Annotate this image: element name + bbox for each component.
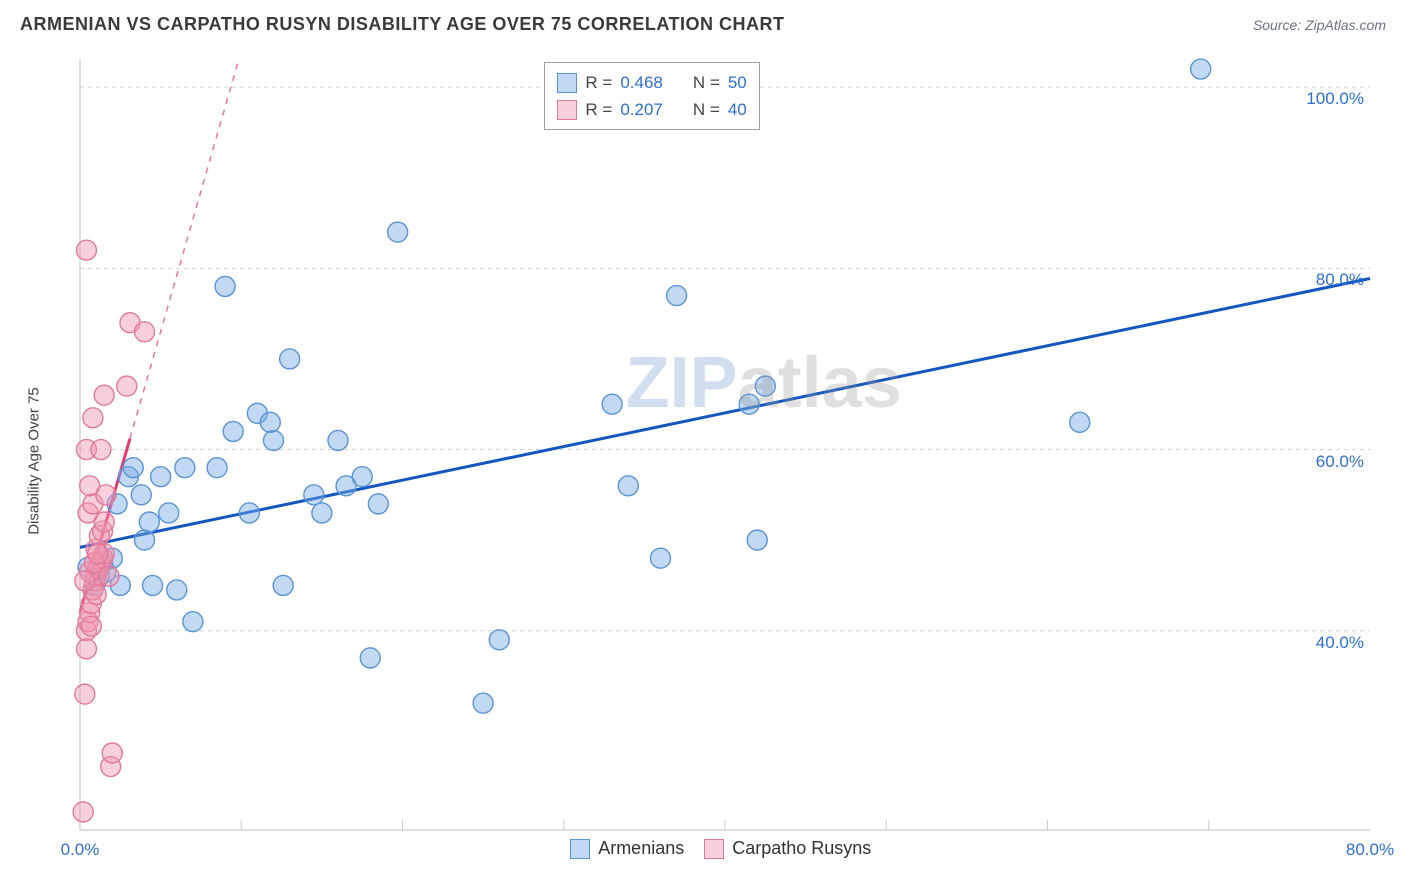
data-point bbox=[239, 503, 259, 523]
y-tick-label: 80.0% bbox=[1316, 270, 1364, 290]
data-point bbox=[360, 648, 380, 668]
data-point bbox=[76, 639, 96, 659]
data-point bbox=[368, 494, 388, 514]
data-point bbox=[755, 376, 775, 396]
data-point bbox=[75, 684, 95, 704]
data-point bbox=[328, 430, 348, 450]
title-bar: ARMENIAN VS CARPATHO RUSYN DISABILITY AG… bbox=[20, 14, 1386, 35]
y-axis-label: Disability Age Over 75 bbox=[26, 387, 43, 535]
x-tick-label: 0.0% bbox=[61, 840, 100, 860]
data-point bbox=[159, 503, 179, 523]
data-point bbox=[80, 476, 100, 496]
data-point bbox=[388, 222, 408, 242]
legend-series-item: Carpatho Rusyns bbox=[704, 838, 871, 859]
correlation-chart bbox=[20, 50, 1386, 872]
data-point bbox=[1191, 59, 1211, 79]
data-point bbox=[618, 476, 638, 496]
data-point bbox=[651, 548, 671, 568]
data-point bbox=[747, 530, 767, 550]
data-point bbox=[223, 421, 243, 441]
data-point bbox=[139, 512, 159, 532]
data-point bbox=[312, 503, 332, 523]
chart-title: ARMENIAN VS CARPATHO RUSYN DISABILITY AG… bbox=[20, 14, 785, 35]
source-label: Source: ZipAtlas.com bbox=[1253, 17, 1386, 33]
data-point bbox=[739, 394, 759, 414]
legend-series: Armenians Carpatho Rusyns bbox=[570, 838, 871, 859]
data-point bbox=[264, 430, 284, 450]
legend-n-label: N = bbox=[693, 96, 720, 123]
data-point bbox=[167, 580, 187, 600]
trend-line-ext-1 bbox=[130, 60, 239, 438]
legend-stats: R = 0.468 N = 50 R = 0.207 N = 40 bbox=[544, 62, 759, 130]
legend-series-label: Carpatho Rusyns bbox=[732, 838, 871, 859]
legend-swatch bbox=[570, 839, 590, 859]
data-point bbox=[76, 240, 96, 260]
data-point bbox=[91, 440, 111, 460]
data-point bbox=[175, 458, 195, 478]
plot-area: Disability Age Over 75 40.0% 60.0% 80.0% 10… bbox=[20, 50, 1386, 872]
legend-series-item: Armenians bbox=[570, 838, 684, 859]
data-point bbox=[667, 286, 687, 306]
legend-stats-row: R = 0.207 N = 40 bbox=[557, 96, 746, 123]
data-point bbox=[489, 630, 509, 650]
data-point bbox=[473, 693, 493, 713]
data-point bbox=[102, 743, 122, 763]
data-point bbox=[88, 544, 108, 564]
data-point bbox=[73, 802, 93, 822]
data-point bbox=[304, 485, 324, 505]
y-tick-label: 40.0% bbox=[1316, 633, 1364, 653]
y-tick-label: 60.0% bbox=[1316, 452, 1364, 472]
legend-swatch bbox=[557, 73, 577, 93]
data-point bbox=[602, 394, 622, 414]
data-point bbox=[94, 385, 114, 405]
data-point bbox=[123, 458, 143, 478]
data-point bbox=[143, 575, 163, 595]
legend-n-label: N = bbox=[693, 69, 720, 96]
legend-swatch bbox=[704, 839, 724, 859]
legend-r-value: 0.468 bbox=[620, 69, 663, 96]
data-point bbox=[117, 376, 137, 396]
legend-swatch bbox=[557, 100, 577, 120]
data-point bbox=[151, 467, 171, 487]
legend-n-value: 40 bbox=[728, 96, 747, 123]
legend-n-value: 50 bbox=[728, 69, 747, 96]
data-point bbox=[83, 408, 103, 428]
data-point bbox=[1070, 412, 1090, 432]
data-point bbox=[280, 349, 300, 369]
x-tick-label: 80.0% bbox=[1346, 840, 1394, 860]
legend-stats-row: R = 0.468 N = 50 bbox=[557, 69, 746, 96]
legend-series-label: Armenians bbox=[598, 838, 684, 859]
data-point bbox=[207, 458, 227, 478]
legend-r-label: R = bbox=[585, 69, 612, 96]
data-point bbox=[131, 485, 151, 505]
data-point bbox=[135, 530, 155, 550]
data-point bbox=[352, 467, 372, 487]
data-point bbox=[135, 322, 155, 342]
data-point bbox=[99, 566, 119, 586]
data-point bbox=[183, 612, 203, 632]
data-point bbox=[75, 571, 95, 591]
data-point bbox=[81, 616, 101, 636]
legend-r-value: 0.207 bbox=[620, 96, 663, 123]
data-point bbox=[273, 575, 293, 595]
data-point bbox=[215, 276, 235, 296]
y-tick-label: 100.0% bbox=[1306, 89, 1364, 109]
legend-r-label: R = bbox=[585, 96, 612, 123]
data-point bbox=[260, 412, 280, 432]
